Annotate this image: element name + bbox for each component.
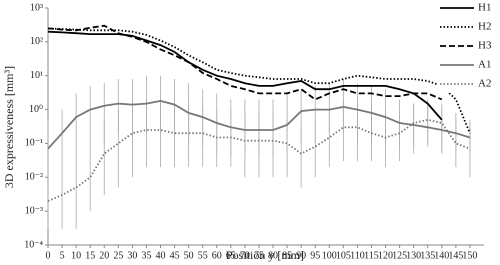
x-tick-label: 30 bbox=[127, 250, 137, 261]
x-tick-label: 5 bbox=[60, 250, 65, 261]
x-tick-label: 0 bbox=[46, 250, 51, 261]
y-tick-label: 10⁰ bbox=[29, 104, 43, 115]
x-tick-label: 130 bbox=[406, 250, 421, 261]
x-tick-label: 25 bbox=[113, 250, 123, 261]
y-axis-label: 3D expressiveness [mm³] bbox=[2, 66, 16, 188]
series-line bbox=[47, 24, 443, 101]
x-tick-label: 140 bbox=[434, 250, 449, 261]
x-tick-label: 90 bbox=[296, 250, 306, 261]
legend-label: H1 bbox=[478, 2, 491, 14]
legend-label: A1 bbox=[478, 59, 491, 71]
y-tick-label: 10⁻¹ bbox=[25, 138, 43, 149]
x-tick-label: 145 bbox=[448, 250, 463, 261]
legend-bg bbox=[437, 19, 497, 36]
legend-bg bbox=[437, 76, 497, 93]
x-tick-label: 120 bbox=[378, 250, 393, 261]
x-tick-label: 45 bbox=[170, 250, 180, 261]
x-tick-label: 10 bbox=[71, 250, 81, 261]
x-tick-label: 105 bbox=[336, 250, 351, 261]
x-tick-label: 75 bbox=[254, 250, 264, 261]
x-tick-label: 95 bbox=[310, 250, 320, 261]
legend-label: A2 bbox=[478, 78, 491, 90]
y-tick-label: 10¹ bbox=[30, 70, 43, 81]
x-tick-label: 80 bbox=[268, 250, 278, 261]
series-line bbox=[47, 30, 443, 121]
y-tick-label: 10⁻⁴ bbox=[24, 239, 43, 250]
x-tick-label: 65 bbox=[226, 250, 236, 261]
x-tick-label: 20 bbox=[99, 250, 109, 261]
x-tick-label: 110 bbox=[350, 250, 365, 261]
series-line bbox=[47, 118, 471, 202]
x-tick-label: 50 bbox=[184, 250, 194, 261]
x-tick-label: 115 bbox=[364, 250, 379, 261]
x-tick-label: 135 bbox=[420, 250, 435, 261]
series-line bbox=[47, 27, 471, 134]
x-tick-label: 150 bbox=[462, 250, 477, 261]
y-tick-label: 10³ bbox=[30, 2, 43, 13]
y-tick-label: 10⁻³ bbox=[25, 205, 43, 216]
legend-label: H2 bbox=[478, 21, 491, 33]
x-tick-label: 125 bbox=[392, 250, 407, 261]
x-axis-label: Position y [mm] bbox=[226, 248, 304, 262]
x-tick-label: 15 bbox=[85, 250, 95, 261]
x-tick-label: 60 bbox=[212, 250, 222, 261]
x-tick-label: 55 bbox=[198, 250, 208, 261]
x-tick-label: 85 bbox=[282, 250, 292, 261]
series-line bbox=[47, 99, 471, 150]
legend-label: H3 bbox=[478, 40, 492, 52]
y-tick-label: 10⁻² bbox=[25, 172, 43, 183]
x-tick-label: 40 bbox=[156, 250, 166, 261]
x-tick-label: 100 bbox=[322, 250, 337, 261]
y-tick-label: 10² bbox=[30, 36, 43, 47]
x-tick-label: 70 bbox=[240, 250, 250, 261]
x-tick-label: 35 bbox=[141, 250, 151, 261]
